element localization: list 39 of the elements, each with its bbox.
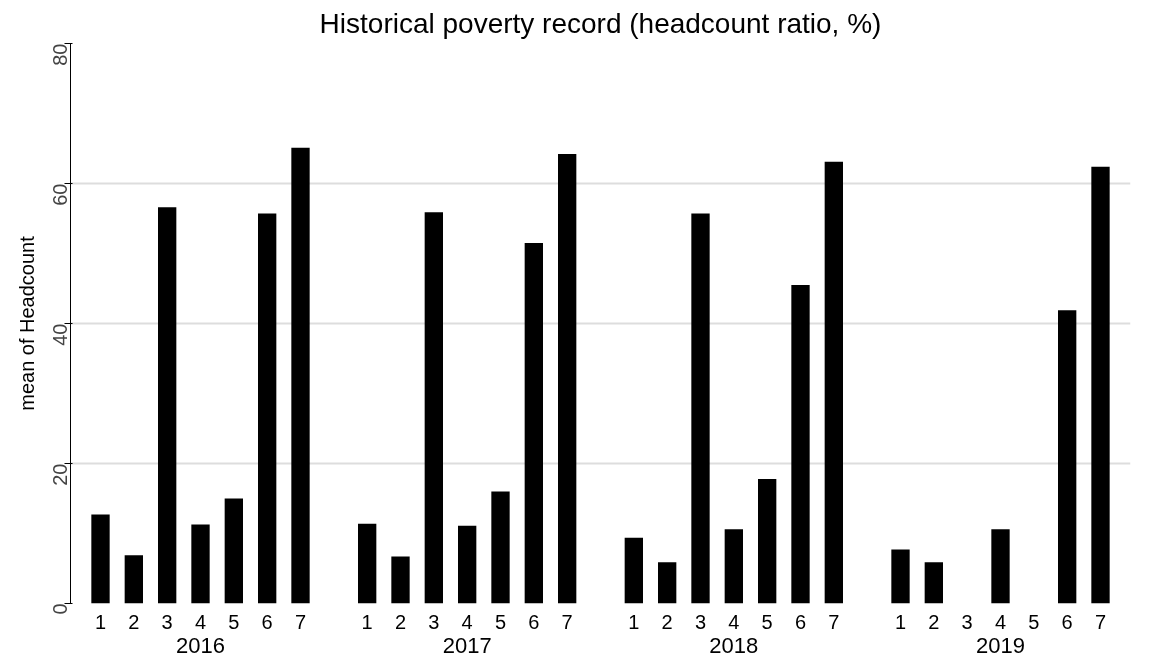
x-tick-label: 1 (94, 610, 107, 633)
y-tick-label: 0 (48, 603, 71, 615)
x-tick-label: 5 (761, 610, 773, 633)
x-tick-label: 3 (161, 610, 173, 633)
x-tick-label: 6 (1061, 610, 1073, 633)
text: 2016 (176, 632, 225, 658)
x-tick-label: 4 (194, 610, 207, 633)
x-tick-label: 4 (461, 610, 473, 633)
x-tick-label: 2 (661, 610, 673, 633)
x-tick-label: 1 (894, 610, 907, 633)
x-tick-label: 7 (561, 610, 573, 633)
x-tick-label: 3 (961, 610, 973, 633)
x-tick-label: 2 (928, 610, 940, 633)
x-tick-label: 3 (428, 610, 440, 633)
x-tick-label: 7 (828, 610, 840, 633)
y-tick-label: 60 (48, 183, 71, 206)
x-tick-label: 1 (628, 610, 640, 633)
y-tick-label: 80 (48, 43, 71, 66)
chart-title: Historical poverty record (headcount ratio, %) (319, 7, 882, 39)
y-tick-label: 20 (48, 463, 71, 486)
text: 2018 (709, 632, 759, 658)
text: 2017 (442, 632, 492, 658)
x-tick-label: 7 (1094, 610, 1107, 633)
x-tick-label: 5 (1028, 610, 1040, 633)
x-tick-label: 1 (361, 610, 373, 633)
x-tick-label: 5 (494, 610, 507, 633)
x-tick-label: 6 (794, 610, 807, 633)
x-tick-label: 5 (228, 610, 240, 633)
x-tick-label: 3 (694, 610, 707, 633)
x-tick-label: 6 (528, 610, 540, 633)
y-axis-title: mean of Headcount (15, 235, 38, 411)
x-tick-label: 6 (261, 610, 273, 633)
y-tick-label: 40 (48, 323, 71, 346)
x-tick-label: 2 (128, 610, 140, 633)
x-tick-label: 7 (294, 610, 307, 633)
x-tick-label: 2 (394, 610, 407, 633)
x-tick-label: 4 (728, 610, 740, 633)
x-tick-label: 4 (994, 610, 1007, 633)
text: 2019 (976, 632, 1025, 658)
